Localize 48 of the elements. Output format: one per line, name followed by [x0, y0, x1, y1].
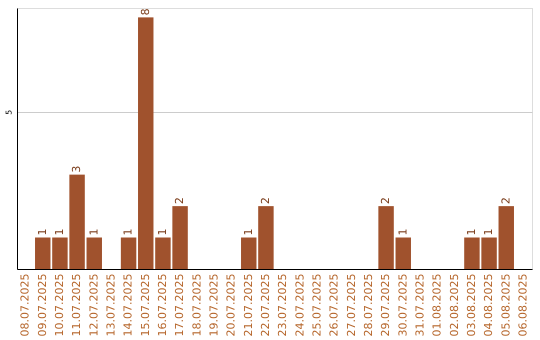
- x-tick-label: 21.07.2025: [242, 274, 255, 336]
- x-tick-label: 16.07.2025: [156, 274, 169, 336]
- y-tick-label: 5: [4, 110, 14, 115]
- x-tick-label: 19.07.2025: [207, 274, 220, 336]
- x-tick-label: 31.07.2025: [413, 274, 426, 336]
- data-label: 1: [156, 228, 169, 236]
- data-label: 1: [36, 228, 49, 236]
- x-tick-label: 13.07.2025: [104, 274, 118, 336]
- data-label: 1: [242, 228, 255, 236]
- data-label: 1: [482, 228, 496, 236]
- data-label: 2: [379, 197, 392, 204]
- x-tick-label: 10.07.2025: [52, 274, 66, 336]
- data-label: 1: [52, 228, 66, 236]
- x-tick-label: 11.07.2025: [70, 274, 84, 336]
- data-label: 1: [396, 228, 410, 236]
- data-label: 2: [258, 197, 272, 204]
- x-tick-label: 06.08.2025: [516, 274, 530, 336]
- x-tick-label: 27.07.2025: [344, 274, 358, 336]
- data-label: 1: [87, 228, 100, 236]
- data-label: 8: [138, 8, 152, 16]
- x-tick-label: 24.07.2025: [293, 274, 306, 336]
- x-tick-label: 20.07.2025: [224, 274, 238, 336]
- data-label: 2: [499, 197, 512, 204]
- data-label: 3: [70, 166, 84, 173]
- x-tick-label: 09.07.2025: [36, 274, 49, 336]
- x-tick-label: 08.07.2025: [18, 274, 32, 336]
- x-tick-label: 30.07.2025: [396, 274, 410, 336]
- x-tick-label: 05.08.2025: [499, 274, 512, 336]
- data-label: 1: [122, 228, 135, 236]
- x-tick-label: 23.07.2025: [276, 274, 290, 336]
- bar: [172, 206, 188, 269]
- x-tick-label: 18.07.2025: [190, 274, 204, 336]
- bar: [464, 238, 480, 269]
- x-tick-label: 29.07.2025: [379, 274, 392, 336]
- x-tick-label: 28.07.2025: [362, 274, 375, 336]
- x-tick-label: 26.07.2025: [328, 274, 341, 336]
- x-tick-label: 12.07.2025: [87, 274, 100, 336]
- x-tick-label: 15.07.2025: [138, 274, 152, 336]
- x-tick-label: 25.07.2025: [310, 274, 324, 336]
- x-tick-label: 04.08.2025: [482, 274, 496, 336]
- x-tick-label: 17.07.2025: [173, 274, 186, 336]
- data-label: 1: [464, 228, 478, 236]
- x-tick-label: 02.08.2025: [448, 274, 461, 336]
- x-tick-label: 22.07.2025: [258, 274, 272, 336]
- data-label: 2: [173, 197, 186, 204]
- x-tick-label: 01.08.2025: [430, 274, 444, 336]
- x-tick-label: 14.07.2025: [122, 274, 135, 336]
- x-tick-label: 03.08.2025: [464, 274, 478, 336]
